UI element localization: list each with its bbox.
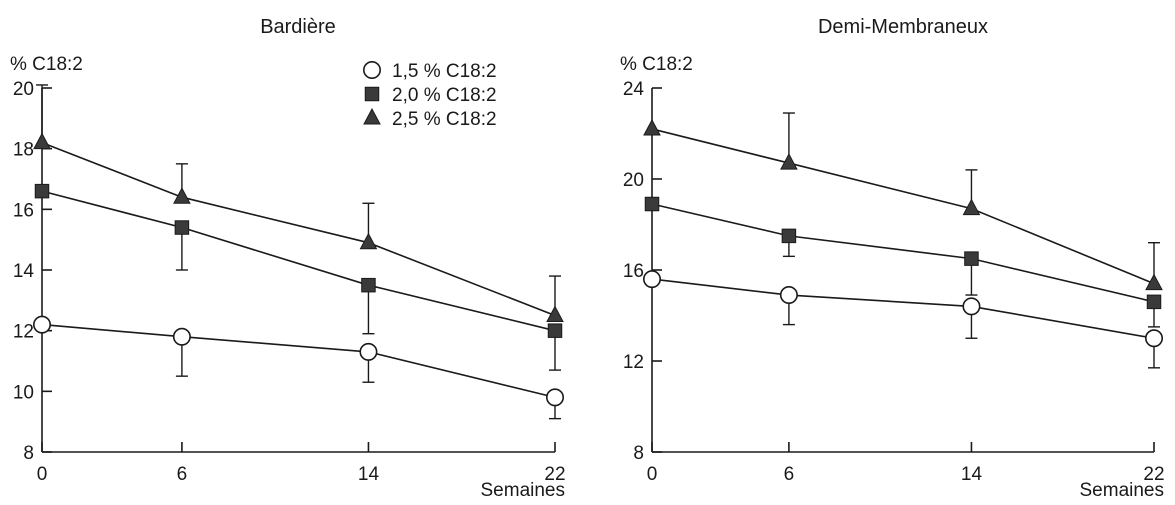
data-point (359, 232, 378, 250)
data-point (173, 187, 191, 204)
chart-panel-1: Bardière % C18:2 8 10 12 14 16 18 20 0 6 14 22Semain… (10, 16, 566, 501)
series-1 (642, 270, 1164, 369)
data-point (962, 297, 981, 316)
data-point (779, 286, 798, 305)
data-point (546, 305, 564, 322)
series-line (651, 128, 1155, 285)
y-axis-label: % C18:2 (620, 54, 693, 75)
data-point (361, 277, 376, 293)
x-tick-label: 14 (961, 464, 983, 485)
x-tick-label: 6 (784, 464, 795, 485)
y-tick-label: 16 (623, 261, 644, 282)
data-point (34, 183, 50, 199)
chart-title: Bardière (260, 16, 336, 38)
series-2 (34, 183, 563, 371)
series-line (651, 278, 1155, 340)
data-point (547, 323, 563, 338)
data-point (545, 388, 564, 407)
legend-marker (363, 107, 381, 125)
data-point (1145, 329, 1164, 348)
data-point (359, 342, 378, 361)
series-line (41, 190, 556, 332)
data-point (962, 198, 981, 216)
legend-label: 2,0 % C18:2 (392, 85, 497, 106)
series-3 (643, 112, 1163, 291)
x-tick-label: 6 (177, 464, 188, 485)
y-tick-label: 8 (633, 443, 644, 464)
y-tick-label: 20 (13, 79, 34, 100)
series-line (41, 323, 556, 399)
series-3 (33, 84, 564, 322)
x-tick-label: 0 (37, 464, 48, 485)
x-tick-label: 22 (544, 464, 565, 485)
x-axis-label: Semaines (1080, 480, 1165, 500)
legend-marker (364, 86, 380, 102)
data-point (642, 270, 661, 289)
data-point (643, 118, 661, 136)
data-point (172, 327, 191, 346)
data-point (644, 196, 660, 212)
x-tick-label: 0 (647, 464, 658, 485)
x-axis-label: Semaines (481, 480, 566, 500)
data-point (781, 228, 797, 244)
y-tick-label: 20 (623, 170, 644, 191)
series-2 (644, 196, 1162, 328)
y-axis-label: % C18:2 (10, 54, 83, 75)
data-point (1146, 294, 1162, 310)
data-point (1145, 273, 1163, 291)
legend: 1,5 % C18:2 2,0 % C18:2 2,5 % C18:2 (362, 60, 497, 130)
data-point (780, 153, 798, 170)
y-tick-label: 8 (23, 443, 34, 464)
series-line (41, 141, 556, 317)
y-tick-label: 24 (623, 79, 645, 100)
y-tick-label: 16 (13, 200, 34, 221)
data-point (964, 251, 979, 266)
x-tick-label: 22 (1143, 464, 1164, 485)
y-tick-label: 12 (623, 352, 644, 373)
data-point (174, 220, 190, 235)
legend-marker (362, 60, 381, 79)
legend-label: 2,5 % C18:2 (392, 109, 497, 130)
y-tick-label: 10 (13, 382, 34, 403)
data-point (32, 315, 51, 334)
x-tick-label: 14 (358, 464, 380, 485)
y-tick-label: 18 (13, 140, 34, 161)
chart-title: Demi-Membraneux (818, 16, 988, 38)
data-point (33, 132, 51, 150)
series-line (651, 203, 1155, 303)
series-1 (32, 315, 564, 420)
y-tick-label: 12 (13, 322, 34, 343)
legend-label: 1,5 % C18:2 (392, 61, 497, 82)
chart-panel-2: Demi-Membraneux % C18:2 8 12 16 20 24 0 6 14 22Sem… (620, 16, 1165, 501)
y-tick-label: 14 (13, 261, 35, 282)
